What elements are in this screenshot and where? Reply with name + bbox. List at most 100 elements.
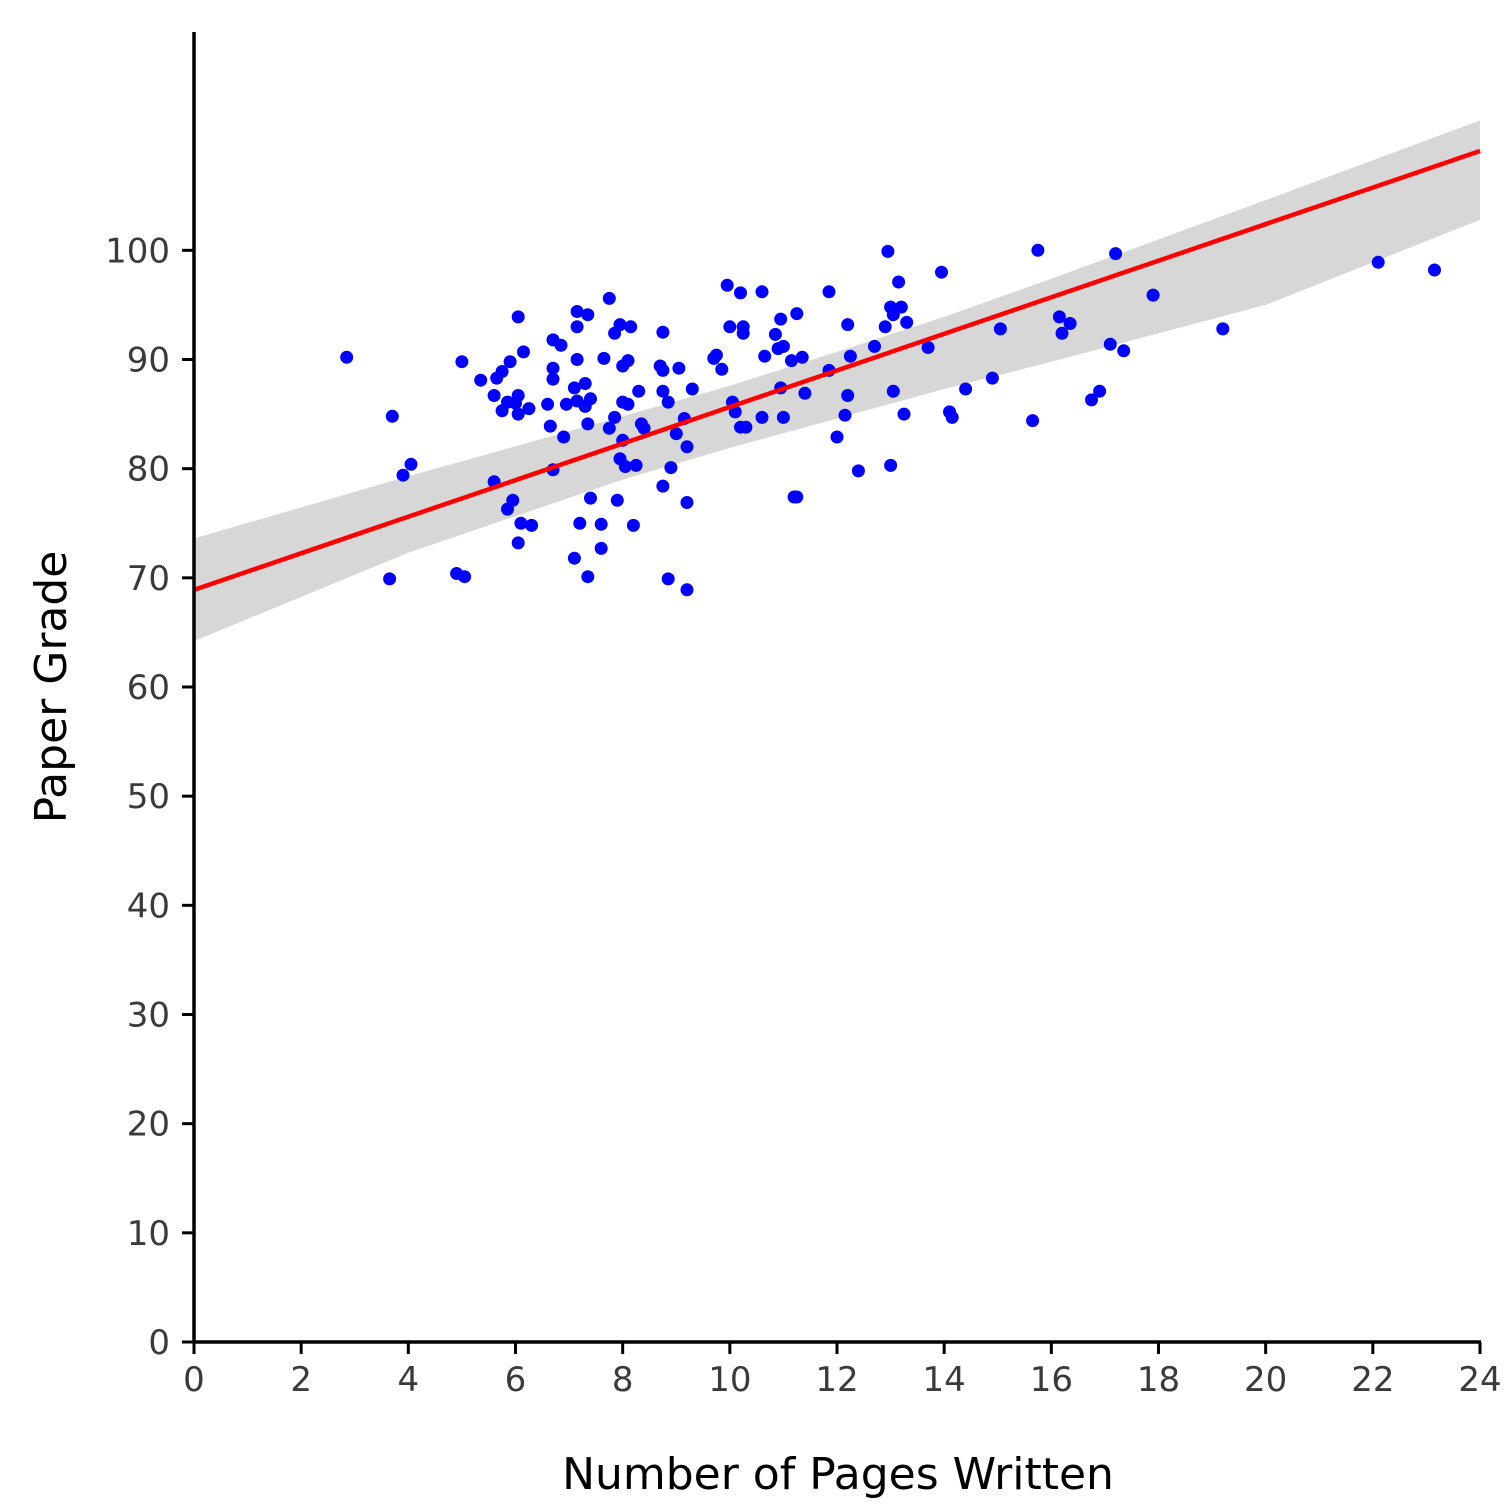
data-point bbox=[959, 382, 973, 396]
data-point bbox=[790, 307, 804, 321]
data-point bbox=[383, 572, 397, 586]
data-point bbox=[455, 355, 469, 369]
data-point bbox=[843, 349, 857, 363]
data-point bbox=[755, 285, 769, 299]
data-point bbox=[774, 312, 788, 326]
data-point bbox=[511, 389, 525, 402]
data-point bbox=[581, 417, 595, 431]
y-tick-label: 50 bbox=[127, 777, 170, 817]
data-point bbox=[396, 468, 410, 482]
data-point bbox=[626, 518, 640, 532]
data-point bbox=[1103, 337, 1117, 351]
data-point bbox=[1117, 344, 1131, 358]
data-point bbox=[525, 518, 539, 532]
x-tick-label: 12 bbox=[815, 1360, 858, 1400]
data-point bbox=[945, 410, 959, 424]
data-point bbox=[404, 457, 418, 471]
data-point bbox=[1146, 288, 1160, 302]
data-point bbox=[841, 318, 855, 332]
data-point bbox=[340, 350, 354, 364]
data-point bbox=[624, 320, 638, 334]
x-tick-label: 2 bbox=[290, 1360, 312, 1400]
data-point bbox=[458, 570, 472, 584]
data-point bbox=[559, 397, 573, 411]
y-tick-label: 90 bbox=[127, 341, 170, 381]
data-point bbox=[570, 353, 584, 366]
y-tick-label: 70 bbox=[127, 559, 170, 599]
x-tick-label: 14 bbox=[923, 1360, 966, 1400]
data-point bbox=[570, 320, 584, 334]
data-point bbox=[632, 384, 646, 398]
data-point bbox=[878, 320, 892, 334]
x-tick-label: 18 bbox=[1137, 1360, 1180, 1400]
data-point bbox=[1085, 393, 1098, 407]
data-point bbox=[715, 362, 729, 376]
data-point bbox=[776, 339, 790, 353]
confidence-band-layer bbox=[194, 120, 1480, 642]
data-point bbox=[503, 355, 517, 369]
y-axis-title: Paper Grade bbox=[26, 551, 77, 824]
data-point bbox=[618, 460, 632, 473]
x-tick-label: 6 bbox=[505, 1360, 527, 1400]
data-point bbox=[664, 461, 678, 475]
data-point bbox=[1371, 255, 1385, 269]
data-point bbox=[680, 440, 694, 454]
data-point bbox=[543, 419, 557, 433]
data-point bbox=[597, 351, 611, 365]
data-point bbox=[546, 372, 560, 386]
data-point bbox=[1026, 414, 1040, 428]
data-point bbox=[1031, 243, 1045, 257]
y-tick-label: 100 bbox=[105, 231, 170, 271]
data-point bbox=[637, 421, 651, 435]
data-point bbox=[584, 491, 597, 505]
data-point bbox=[656, 384, 670, 398]
data-point bbox=[776, 410, 790, 424]
data-point bbox=[541, 397, 555, 411]
data-point bbox=[798, 386, 812, 400]
data-point bbox=[1055, 326, 1069, 340]
data-point bbox=[656, 325, 670, 339]
x-tick-label: 20 bbox=[1244, 1360, 1287, 1400]
data-point bbox=[897, 407, 911, 421]
y-tick-label: 10 bbox=[127, 1214, 170, 1254]
data-point bbox=[506, 493, 520, 507]
data-point bbox=[900, 315, 914, 329]
data-point bbox=[728, 405, 742, 419]
data-point bbox=[734, 286, 747, 300]
data-point bbox=[709, 348, 723, 362]
data-point bbox=[608, 410, 622, 424]
x-tick-label: 22 bbox=[1351, 1360, 1394, 1400]
regression-line bbox=[194, 148, 1481, 592]
data-point bbox=[736, 326, 750, 340]
data-point bbox=[546, 361, 560, 375]
data-point bbox=[584, 392, 597, 406]
data-point bbox=[822, 285, 836, 299]
x-axis-title: Number of Pages Written bbox=[562, 1449, 1114, 1500]
data-point bbox=[1216, 322, 1230, 336]
x-tick-labels: 0 2 4 6 8 10 12 14 16 18 20 22 24 bbox=[183, 1360, 1501, 1400]
data-point bbox=[661, 395, 675, 409]
data-point bbox=[1052, 310, 1066, 324]
data-point bbox=[685, 382, 699, 396]
data-point bbox=[838, 408, 852, 422]
data-point bbox=[1428, 263, 1441, 277]
data-point bbox=[511, 310, 525, 324]
data-point bbox=[474, 373, 488, 387]
data-point bbox=[487, 389, 501, 402]
data-point bbox=[768, 327, 782, 341]
data-point bbox=[522, 402, 536, 416]
data-point bbox=[921, 341, 935, 354]
data-point bbox=[567, 551, 581, 565]
data-point bbox=[581, 308, 595, 322]
data-point bbox=[868, 339, 881, 353]
data-point bbox=[1093, 384, 1107, 398]
data-point bbox=[790, 490, 804, 504]
data-point bbox=[517, 345, 530, 359]
data-point bbox=[629, 458, 643, 472]
data-point bbox=[661, 572, 675, 586]
data-point bbox=[892, 275, 906, 289]
data-point bbox=[495, 365, 509, 378]
data-point bbox=[841, 389, 855, 402]
data-point bbox=[656, 363, 670, 377]
